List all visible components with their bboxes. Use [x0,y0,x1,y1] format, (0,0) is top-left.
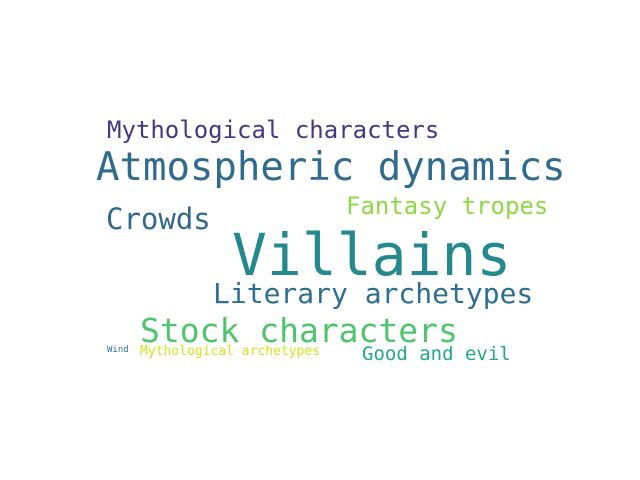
word-atmospheric-dynamics: Atmospheric dynamics [96,145,566,190]
word-villains: Villains [232,221,512,289]
word-crowds: Crowds [106,202,211,236]
word-mythological-characters: Mythological characters [107,116,440,144]
word-wind: Wind [107,345,129,355]
word-stock-characters: Stock characters [140,311,458,350]
word-fantasy-tropes: Fantasy tropes [346,192,549,220]
word-mythological-archetypes: Mythological archetypes [140,344,321,359]
word-literary-archetypes: Literary archetypes [213,277,534,310]
word-good-and-evil: Good and evil [362,343,511,365]
